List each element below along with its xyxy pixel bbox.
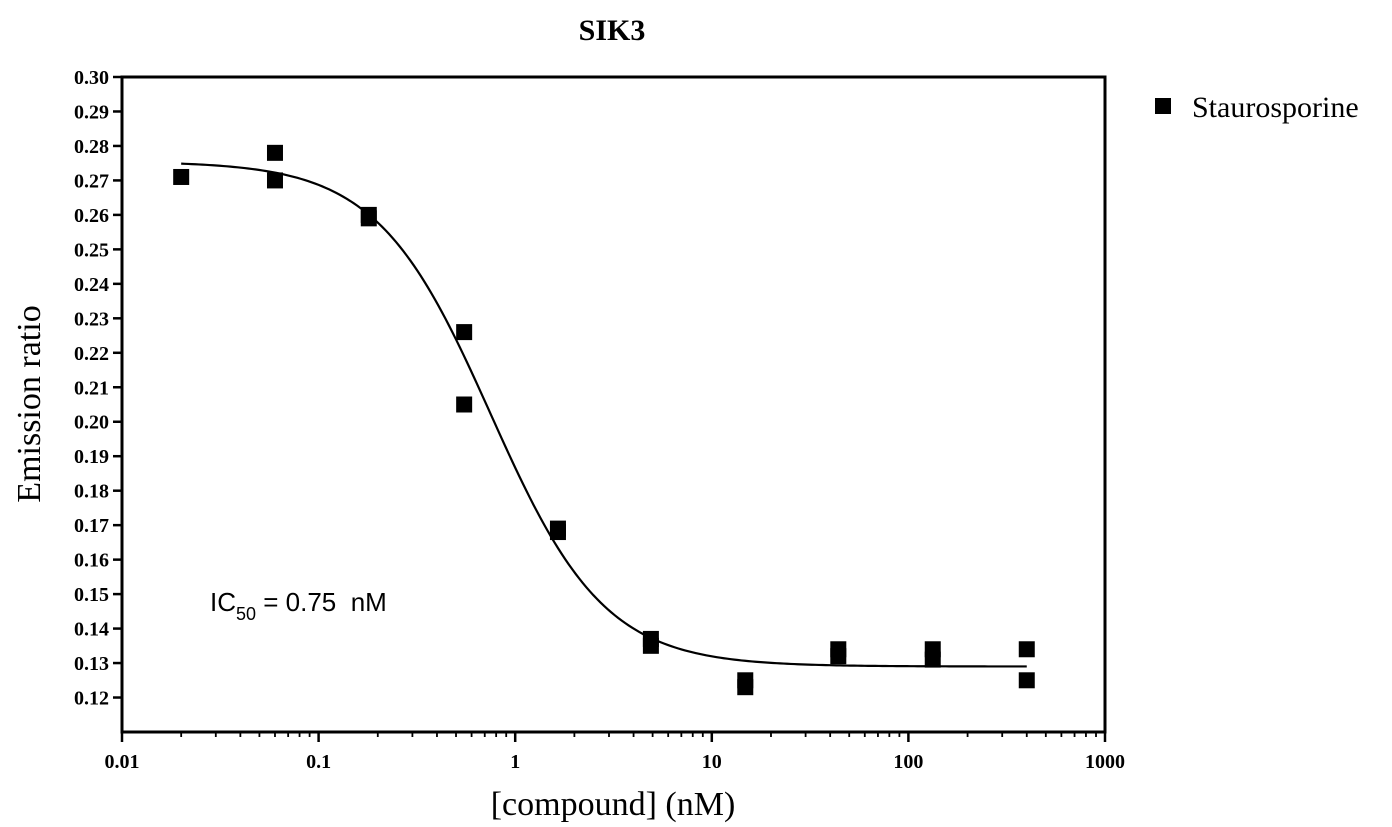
data-point [549,524,566,541]
legend: Staurosporine [1155,91,1359,124]
y-tick-label: 0.13 [74,653,109,675]
legend-label-staurosporine: Staurosporine [1192,91,1359,124]
x-tick-label: 100 [893,751,923,773]
y-tick-label: 0.27 [74,170,109,192]
ic50-value: = 0.75 nM [256,587,387,617]
x-tick-label: 10 [702,751,722,773]
data-point [456,396,473,413]
y-tick-label: 0.29 [74,101,109,123]
plot-frame [120,75,1107,734]
y-tick-label: 0.17 [74,515,109,537]
data-point [830,648,847,665]
x-axis-label: [compound] (nM) [491,786,736,823]
y-axis: 0.12 0.13 0.14 0.15 0.16 0.17 0.18 0.19 0.20 0.21… [74,67,122,710]
y-tick-label: 0.12 [74,688,109,710]
data-point [266,172,283,189]
y-tick-label: 0.15 [74,584,109,606]
y-tick-label: 0.22 [74,343,109,365]
y-tick-label: 0.14 [74,619,109,641]
y-tick-label: 0.18 [74,481,109,503]
y-tick-label: 0.21 [74,377,109,399]
y-tick-label: 0.25 [74,239,109,261]
chart-title: SIK3 [579,14,646,47]
x-tick-label: 0.01 [105,751,140,773]
data-point [360,210,377,227]
data-point [1018,641,1035,658]
y-tick-label: 0.16 [74,550,109,572]
x-tick-label: 1 [510,751,520,773]
data-point [173,168,190,185]
y-tick-label: 0.30 [74,67,109,89]
y-tick-label: 0.19 [74,446,109,468]
data-point [266,144,283,161]
ic50-prefix: IC [210,587,236,617]
data-point [924,651,941,668]
y-tick-label: 0.28 [74,136,109,158]
y-tick-label: 0.24 [74,274,109,296]
y-tick-label: 0.23 [74,308,109,330]
x-tick-label: 1000 [1085,751,1125,773]
ic50-annotation: IC50 = 0.75 nM [210,587,387,624]
x-tick-label: 0.1 [306,751,331,773]
legend-marker-staurosporine [1155,98,1171,114]
y-tick-label: 0.20 [74,412,109,434]
data-point [737,679,754,696]
y-tick-label: 0.26 [74,205,109,227]
data-point [642,637,659,654]
y-axis-label: Emission ratio [11,305,48,502]
fit-curve [181,162,1027,668]
x-axis: 0.01 0.1 1 10 100 1000 [105,732,1125,773]
data-points [173,144,1035,696]
ic50-subscript: 50 [236,604,256,624]
data-point [456,324,473,341]
data-point [1018,672,1035,689]
